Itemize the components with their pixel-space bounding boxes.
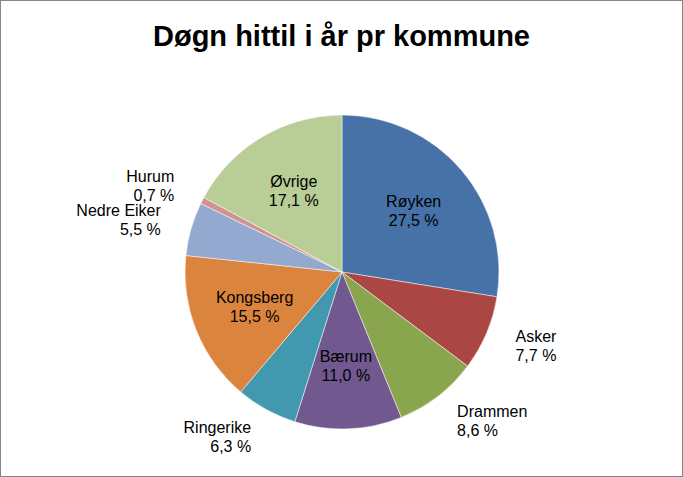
svg-text:Hurum0,7 %: Hurum0,7 % (126, 168, 174, 204)
svg-text:Ringerike6,3 %: Ringerike6,3 % (184, 419, 252, 455)
svg-text:Asker7,7 %: Asker7,7 % (515, 328, 557, 364)
html-text:Døgn hittil i år pr kommune: Døgn hittil i år pr kommune (153, 20, 530, 52)
svg-text:Bærum11,0 %: Bærum11,0 % (320, 348, 372, 384)
svg-text:Drammen8,6 %: Drammen8,6 % (457, 403, 527, 439)
svg-text:Kongsberg15,5 %: Kongsberg15,5 % (216, 289, 293, 325)
svg-text:Røyken27,5 %: Røyken27,5 % (386, 193, 441, 229)
svg-text:Øvrige17,1 %: Øvrige17,1 % (269, 173, 319, 209)
svg-text:Nedre Eiker5,5 %: Nedre Eiker5,5 % (76, 202, 161, 238)
